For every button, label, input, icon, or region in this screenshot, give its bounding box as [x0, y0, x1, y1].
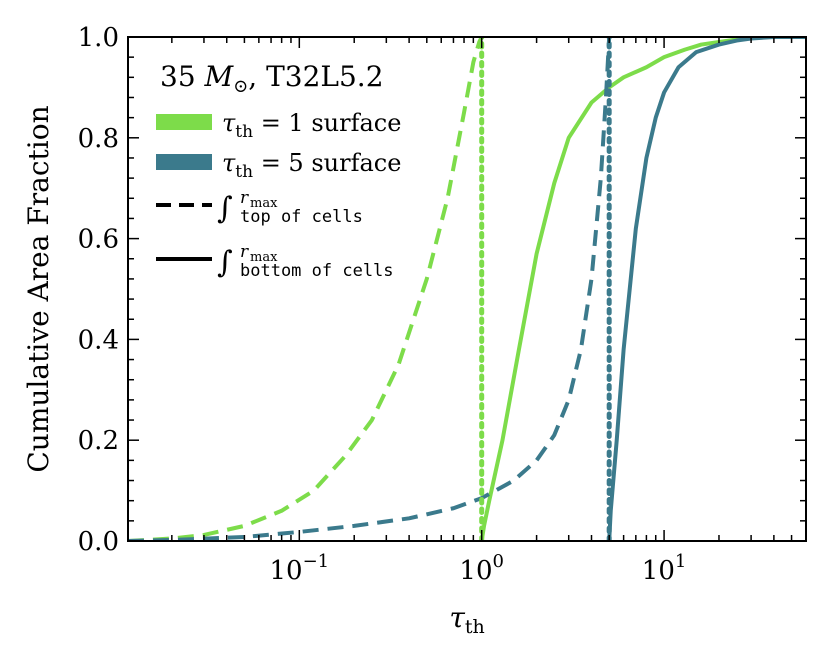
- legend-integral-bottom: ∫: [217, 245, 233, 280]
- legend-label-tau5: τth = 5 surface: [222, 149, 401, 182]
- legend-bottom-sub: bottom of cells: [240, 261, 394, 281]
- y-tick-label: 0.6: [78, 225, 119, 255]
- legend-top-sup: r: [240, 188, 249, 208]
- y-tick-label: 0.2: [78, 426, 119, 456]
- legend-top-sup-max: max: [250, 196, 278, 211]
- series-line-tau5-bottom-of-cells: [607, 37, 806, 541]
- x-axis-label: τth: [449, 601, 484, 638]
- legend-title: 35 M⊙, T32L5.2: [160, 60, 384, 97]
- tick-label-layer: 0.0 0.2 0.4 0.6 0.8 1.0 10−1 100 101: [78, 23, 687, 586]
- plot-frame: [127, 36, 807, 542]
- y-tick-label: 0.0: [78, 527, 119, 557]
- x-tick-label: 10−1: [269, 551, 329, 586]
- x-tick-label: 100: [459, 551, 504, 586]
- y-tick-label: 0.8: [78, 124, 119, 154]
- legend-bottom-sup-max: max: [250, 250, 278, 265]
- x-tick-label: 101: [642, 551, 687, 586]
- series-line-tau1-top-of-cells: [128, 37, 484, 541]
- legend-integral-top: ∫: [217, 191, 233, 226]
- legend-bottom-sup: r: [240, 242, 249, 262]
- legend-top-sub: top of cells: [240, 207, 363, 227]
- y-tick-label: 1.0: [78, 23, 119, 53]
- legend-label-tau1: τth = 1 surface: [222, 109, 401, 142]
- y-axis-label: Cumulative Area Fraction: [22, 105, 55, 472]
- y-tick-label: 0.4: [78, 325, 119, 355]
- series-line-tau5-top-of-cells: [128, 37, 612, 541]
- legend: 35 M⊙, T32L5.2 τth = 1 surface τth = 5 s…: [156, 60, 401, 281]
- series-line-tau1-bottom-of-cells: [479, 37, 806, 541]
- series-layer: [128, 37, 806, 541]
